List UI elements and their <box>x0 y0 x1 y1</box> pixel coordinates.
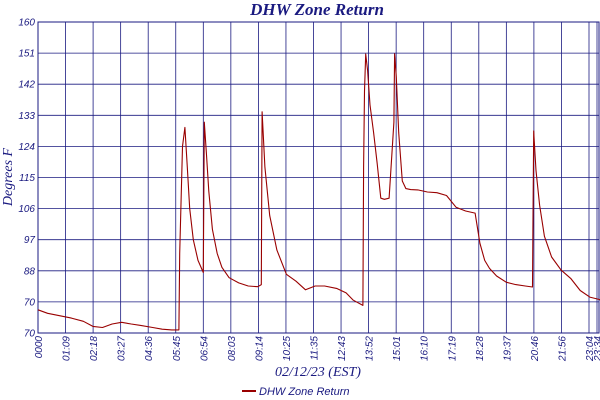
x-axis-label: 02/12/23 (EST) <box>275 365 361 380</box>
y-axis-label: Degrees F <box>1 147 16 207</box>
x-tick-label: 13:52 <box>365 336 376 361</box>
y-tick-label: 151 <box>18 49 35 60</box>
series-layer <box>37 53 600 331</box>
x-tick-label: 04:36 <box>144 336 155 361</box>
plot-area-border <box>37 21 600 334</box>
x-tick-label: 05:45 <box>172 336 183 361</box>
x-tick-label: 08:03 <box>227 336 238 361</box>
x-tick-label: 20:46 <box>530 336 541 362</box>
y-tick-label: 133 <box>18 111 35 122</box>
x-tick-label: 10:25 <box>282 336 293 361</box>
x-tick-label: 09:14 <box>254 336 265 361</box>
y-tick-label: 142 <box>18 80 35 91</box>
y-tick-labels: 160 151 142 133 124 115 106 97 88 70 70 <box>18 18 35 340</box>
y-tick-label: 97 <box>24 235 36 246</box>
x-tick-label: 0000 <box>34 336 45 359</box>
x-tick-label: 17:19 <box>447 336 458 361</box>
x-tick-label: 03:27 <box>117 336 128 361</box>
y-tick-label: 115 <box>19 173 35 184</box>
legend-label: DHW Zone Return <box>259 386 349 398</box>
x-tick-label: 23:34 <box>593 336 600 362</box>
y-tick-label: 160 <box>18 18 35 29</box>
x-tick-label: 11:35 <box>310 336 321 361</box>
x-tick-label: 06:54 <box>199 336 210 361</box>
chart-title: DHW Zone Return <box>249 0 384 19</box>
y-tick-label: 88 <box>24 266 36 277</box>
x-tick-label: 16:10 <box>420 336 431 361</box>
x-tick-label: 19:37 <box>502 336 513 361</box>
y-tick-label: 124 <box>18 142 35 153</box>
y-tick-label: 106 <box>18 204 35 215</box>
x-tick-label: 23:04 <box>585 336 596 362</box>
x-tick-label: 12:43 <box>337 336 348 361</box>
y-tick-label: 70 <box>24 329 36 340</box>
x-tick-label: 01:09 <box>62 336 73 361</box>
series-line <box>37 53 600 331</box>
x-tick-labels: 0000 01:09 02:18 03:27 04:36 05:45 06:54 08:03 0… <box>34 336 600 362</box>
x-tick-label: 15:01 <box>392 336 403 361</box>
y-tick-label: 70 <box>24 297 36 308</box>
x-tick-label: 18:28 <box>475 336 486 361</box>
x-tick-label: 02:18 <box>89 336 100 361</box>
legend: DHW Zone Return <box>242 386 349 398</box>
x-tick-label: 21:56 <box>557 336 568 362</box>
